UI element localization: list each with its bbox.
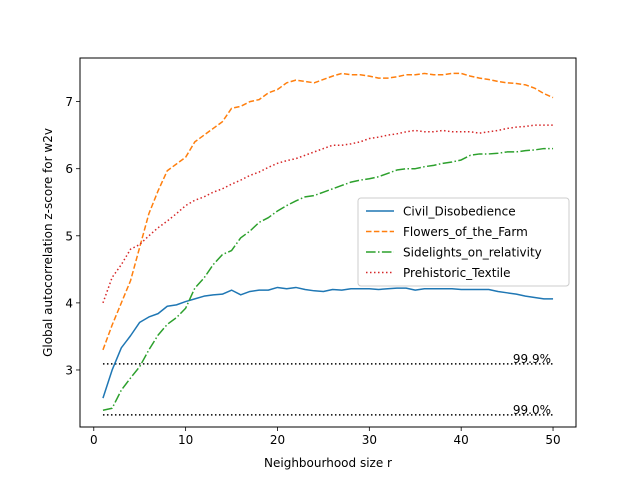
x-tick-label: 40 <box>454 433 469 447</box>
y-tick-label: 5 <box>65 229 73 243</box>
y-tick-label: 3 <box>65 363 73 377</box>
legend-label: Civil_Disobedience <box>403 205 516 219</box>
x-tick-label: 50 <box>545 433 560 447</box>
x-tick-label: 10 <box>178 433 193 447</box>
legend-label: Prehistoric_Textile <box>403 266 511 280</box>
x-axis: 0 10 20 30 40 50 <box>90 427 561 447</box>
legend-box <box>357 197 570 287</box>
y-axis: 3 4 5 6 7 <box>65 95 80 377</box>
y-tick-label: 6 <box>65 162 73 176</box>
series-line-prehistoric-textile <box>102 124 554 304</box>
y-tick-label: 4 <box>65 296 73 310</box>
reference-line-label: 99.9% <box>513 352 551 366</box>
reference-line-label: 99.0% <box>513 403 551 417</box>
y-tick-label: 7 <box>65 95 73 109</box>
legend-label: Sidelights_on_relativity <box>403 246 542 260</box>
x-tick-label: 0 <box>90 433 98 447</box>
series-line-sidelights-on-relativity <box>102 147 554 411</box>
series-line-flowers-of-the-farm <box>102 72 554 351</box>
x-tick-label: 30 <box>362 433 377 447</box>
plot-frame <box>79 57 577 428</box>
legend-label: Flowers_of_the_Farm <box>403 225 528 239</box>
legend: Civil_Disobedience Flowers_of_the_Farm Sid… <box>357 197 570 287</box>
x-axis-title: Neighbourhood size r <box>264 456 392 470</box>
plot-content: 99.9% 99.0% <box>102 72 554 417</box>
y-axis-title: Global autocorrelation z-score for w2v <box>41 128 55 357</box>
x-tick-label: 20 <box>270 433 285 447</box>
series-line-civil-disobedience <box>102 286 554 399</box>
